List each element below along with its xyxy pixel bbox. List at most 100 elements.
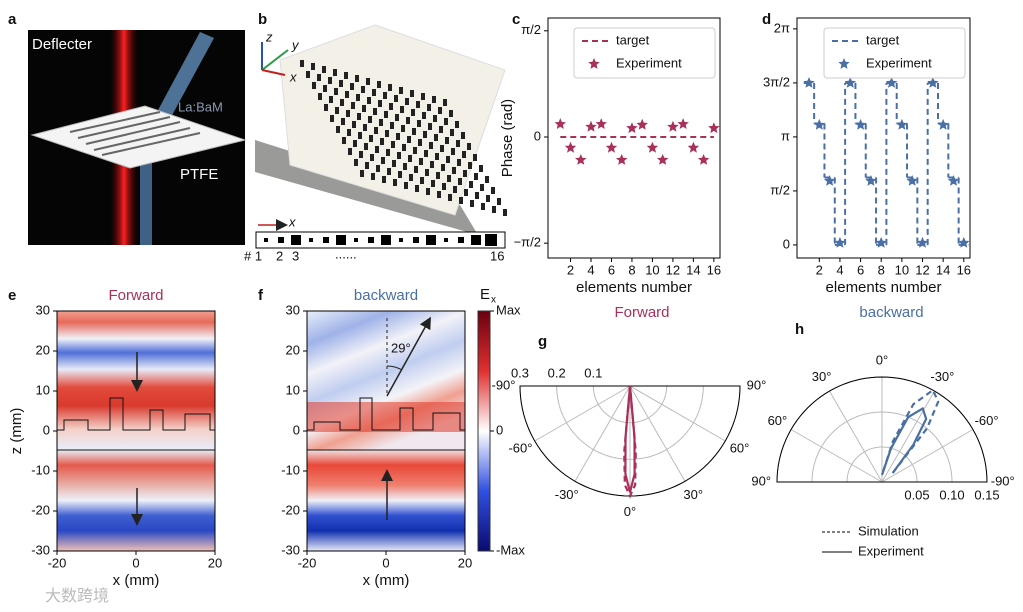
y-tick-label: 10 (286, 382, 300, 397)
meta-atom (425, 169, 429, 176)
photo-a: Deflecter La:BaM PTFE (28, 30, 247, 245)
theta-tick-label: 90° (751, 473, 771, 488)
meta-atom (365, 162, 369, 169)
x-tick-label: 12 (915, 262, 929, 277)
meta-atom (467, 143, 471, 150)
meta-atom (401, 125, 405, 132)
x-tick-label: 0 (132, 555, 139, 570)
meta-atom (405, 98, 409, 105)
meta-atom (438, 107, 442, 114)
strip-element (413, 237, 419, 243)
meta-atom (330, 115, 334, 122)
meta-atom (392, 160, 396, 167)
meta-atom (369, 135, 373, 142)
data-star (595, 118, 607, 129)
meta-atom (416, 101, 420, 108)
data-star (575, 154, 587, 165)
theta-tick-label: -90° (991, 473, 1015, 488)
meta-atom (410, 90, 414, 97)
meta-atom (402, 144, 406, 151)
meta-atom (373, 108, 377, 115)
x-tick-label: 4 (587, 262, 594, 277)
meta-atom (431, 180, 435, 187)
data-star (626, 122, 638, 134)
meta-atom (394, 95, 398, 102)
strip-label: ...... (335, 246, 357, 261)
meta-atom (443, 99, 447, 106)
x-tick-label: 16 (707, 262, 721, 277)
y-tick-label: -10 (31, 462, 50, 477)
y-tick-label: -20 (31, 502, 50, 517)
x-tick-label: 0 (382, 555, 389, 570)
meta-atom (415, 185, 419, 192)
data-star (657, 154, 669, 165)
legend-label: Experiment (866, 55, 932, 70)
legend-star (838, 58, 850, 69)
meta-atom (457, 159, 461, 166)
strip-element (368, 237, 374, 243)
strip-axis: x (288, 214, 296, 229)
panel-letter: b (258, 11, 267, 28)
meta-atom (411, 109, 415, 116)
x-tick-label: -20 (298, 555, 317, 570)
meta-atom (468, 162, 472, 169)
y-tick-label: −π/2 (514, 235, 541, 250)
y-tick-label: 20 (286, 342, 300, 357)
data-star (927, 77, 939, 88)
theta-tick-label: 30° (683, 487, 703, 502)
meta-atom (408, 155, 412, 162)
y-tick-label: -30 (31, 542, 50, 557)
x-tick-label: 16 (957, 262, 971, 277)
data-star (616, 154, 628, 165)
meta-atom (462, 151, 466, 158)
data-star (646, 141, 659, 153)
theta-tick-label: -90° (492, 377, 516, 392)
meta-atom (446, 156, 450, 163)
watermark: 大数跨境 (45, 586, 109, 605)
y-tick-label: 0 (43, 422, 50, 437)
meta-atom (344, 72, 348, 79)
meta-atom (440, 145, 444, 152)
meta-atom (353, 140, 357, 147)
meta-atom (384, 111, 388, 118)
x-tick-label: 14 (686, 262, 700, 277)
strip-element (336, 235, 346, 245)
legend-label: target (616, 32, 650, 47)
meta-atom (339, 80, 343, 87)
theta-tick-label: -60° (508, 441, 532, 456)
data-star (803, 77, 815, 88)
meta-atom (363, 124, 367, 131)
theta-tick-label: 90° (747, 377, 767, 392)
strip-element (291, 235, 301, 245)
panel-letter: d (762, 11, 771, 28)
colorbar-tick-label: 0 (496, 422, 503, 437)
meta-atom (464, 189, 468, 196)
axis-y: y (291, 37, 300, 52)
theta-tick-label: -30° (930, 369, 954, 384)
meta-atom (335, 107, 339, 114)
meta-atom (351, 102, 355, 109)
data-star (585, 120, 597, 132)
meta-atom (400, 106, 404, 113)
meta-atom (452, 167, 456, 174)
r-tick-label: 0.2 (548, 365, 566, 380)
y-tick-label: 0 (534, 128, 541, 143)
meta-atom (395, 114, 399, 121)
meta-atom (448, 194, 452, 201)
x-tick-label: 10 (645, 262, 659, 277)
meta-atom (459, 197, 463, 204)
x-tick-label: 20 (208, 555, 222, 570)
legend-label: Experiment (858, 543, 924, 558)
meta-atom (385, 130, 389, 137)
strip-element (278, 237, 284, 243)
legend-label: Simulation (858, 523, 919, 538)
data-star (823, 175, 836, 186)
meta-atom (456, 140, 460, 147)
meta-atom (421, 93, 425, 100)
y-tick-label: -10 (281, 462, 300, 477)
meta-atom (470, 200, 474, 207)
meta-atom (423, 131, 427, 138)
meta-atom (341, 118, 345, 125)
r-tick-label: 0.05 (904, 487, 929, 502)
